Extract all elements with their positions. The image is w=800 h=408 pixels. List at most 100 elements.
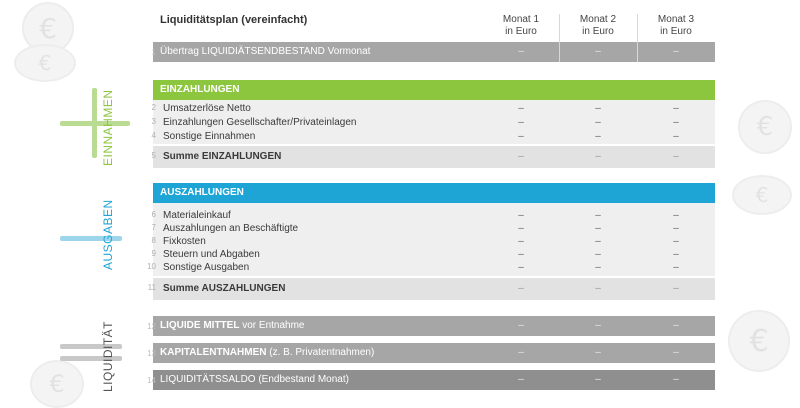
auszahlungen-header: AUSZAHLUNGEN [153,183,715,203]
column-header-month-2: Monat 2 in Euro [559,14,637,38]
value-month-2: – [595,249,601,260]
row-label: Auszahlungen an Beschäftigte [163,223,299,234]
column-header-month-1: Monat 1 in Euro [482,14,560,38]
value-month-2: – [595,236,601,247]
row-label-rest: (z. B. Privatentnahmen) [266,347,375,358]
page-title: Liquiditätsplan (vereinfacht) [160,14,308,26]
plus-icon-bar [60,121,130,126]
row-number: 12 [147,322,156,331]
row-number: 2 [151,103,156,112]
value-month-3: – [673,151,679,162]
value-month-1: – [518,320,524,331]
value-month-1: – [518,347,524,358]
row-label: Summe EINZAHLUNGEN [163,151,282,162]
value-month-2: – [595,151,601,162]
value-month-1: – [518,249,524,260]
value-month-1: – [518,223,524,234]
carry-over-row: 1 Übertrag LIQUIDIÄTSENDBESTAND Vormonat… [152,42,715,62]
row-label-rest: vor Entnahme [239,320,305,331]
row-number: 14 [147,376,156,385]
minus-icon [60,236,122,241]
value-month-3: – [673,236,679,247]
euro-coin-icon: € [728,310,790,372]
value-month-1: – [518,210,524,221]
column-header-line1: Monat 1 [502,14,540,25]
row-number: 5 [151,151,156,160]
row-label: KAPITALENTNAHMEN (z. B. Privatentnahmen) [160,347,374,358]
row-label: Sonstige Einnahmen [163,131,256,142]
value-month-1: – [518,46,524,57]
euro-coin-icon: € [732,175,792,215]
column-header-line2: in Euro [505,26,537,37]
column-header-line1: Monat 2 [579,14,617,25]
row-label: LIQUIDITÄTSSALDO (Endbestand Monat) [160,374,349,385]
equals-icon-bottom [60,356,122,361]
value-month-3: – [673,131,679,142]
row-label-bold: LIQUIDE MITTEL [160,320,240,331]
column-divider [637,14,638,62]
value-month-3: – [673,103,679,114]
value-month-3: – [673,374,679,385]
value-month-2: – [595,320,601,331]
row-number: 4 [151,131,156,140]
ausgaben-side-label: AUSGABEN [101,199,115,270]
value-month-1: – [518,236,524,247]
section-title: AUSZAHLUNGEN [160,187,244,198]
row-label: Sonstige Ausgaben [163,262,250,273]
value-month-2: – [595,210,601,221]
einzahlungen-items-band [153,100,715,144]
row-label: Fixkosten [163,236,206,247]
row-number: 3 [151,117,156,126]
row-number: 10 [147,262,156,271]
value-month-1: – [518,262,524,273]
value-month-3: – [673,117,679,128]
liquide-mittel-row: 12 LIQUIDE MITTEL vor Entnahme – – – [147,316,715,336]
row-number: 1 [151,48,156,57]
row-number: 7 [151,223,156,232]
value-month-3: – [673,347,679,358]
row-number: 11 [147,283,156,292]
value-month-3: – [673,223,679,234]
value-month-2: – [595,283,601,294]
euro-coin-icon: € [30,360,84,408]
row-label: Steuern und Abgaben [163,249,260,260]
column-header-month-3: Monat 3 in Euro [637,14,715,38]
einzahlungen-header: EINZAHLUNGEN [153,80,715,100]
euro-coin-icon: € [14,44,76,82]
euro-coin-icon: € [738,100,792,154]
value-month-2: – [595,262,601,273]
value-month-3: – [673,249,679,260]
value-month-1: – [518,374,524,385]
row-label: Übertrag LIQUIDIÄTSENDBESTAND Vormonat [160,46,371,57]
section-title: EINZAHLUNGEN [160,84,240,95]
row-number: 13 [147,349,156,358]
column-header-line2: in Euro [582,26,614,37]
value-month-2: – [595,223,601,234]
auszahlungen-items-band [153,203,715,276]
value-month-3: – [673,262,679,273]
value-month-2: – [595,374,601,385]
einnahmen-side-label: EINNAHMEN [101,89,115,166]
row-number: 9 [151,249,156,258]
row-number: 6 [151,210,156,219]
column-header-line1: Monat 3 [657,14,695,25]
value-month-1: – [518,103,524,114]
value-month-3: – [673,320,679,331]
row-label: LIQUIDE MITTEL vor Entnahme [160,320,305,331]
value-month-2: – [595,46,601,57]
auszahlungen-sum-band [153,278,715,300]
row-label: Materialeinkauf [163,210,231,221]
value-month-2: – [595,347,601,358]
value-month-3: – [673,46,679,57]
row-label-bold: KAPITALENTNAHMEN [160,347,267,358]
value-month-2: – [595,103,601,114]
liquiditaet-side-label: LIQUIDITÄT [101,320,115,392]
value-month-1: – [518,283,524,294]
einzahlungen-sum-band [153,146,715,168]
value-month-1: – [518,151,524,162]
column-divider [559,14,560,62]
equals-icon-top [60,344,122,349]
value-month-3: – [673,283,679,294]
value-month-1: – [518,131,524,142]
value-month-1: – [518,117,524,128]
